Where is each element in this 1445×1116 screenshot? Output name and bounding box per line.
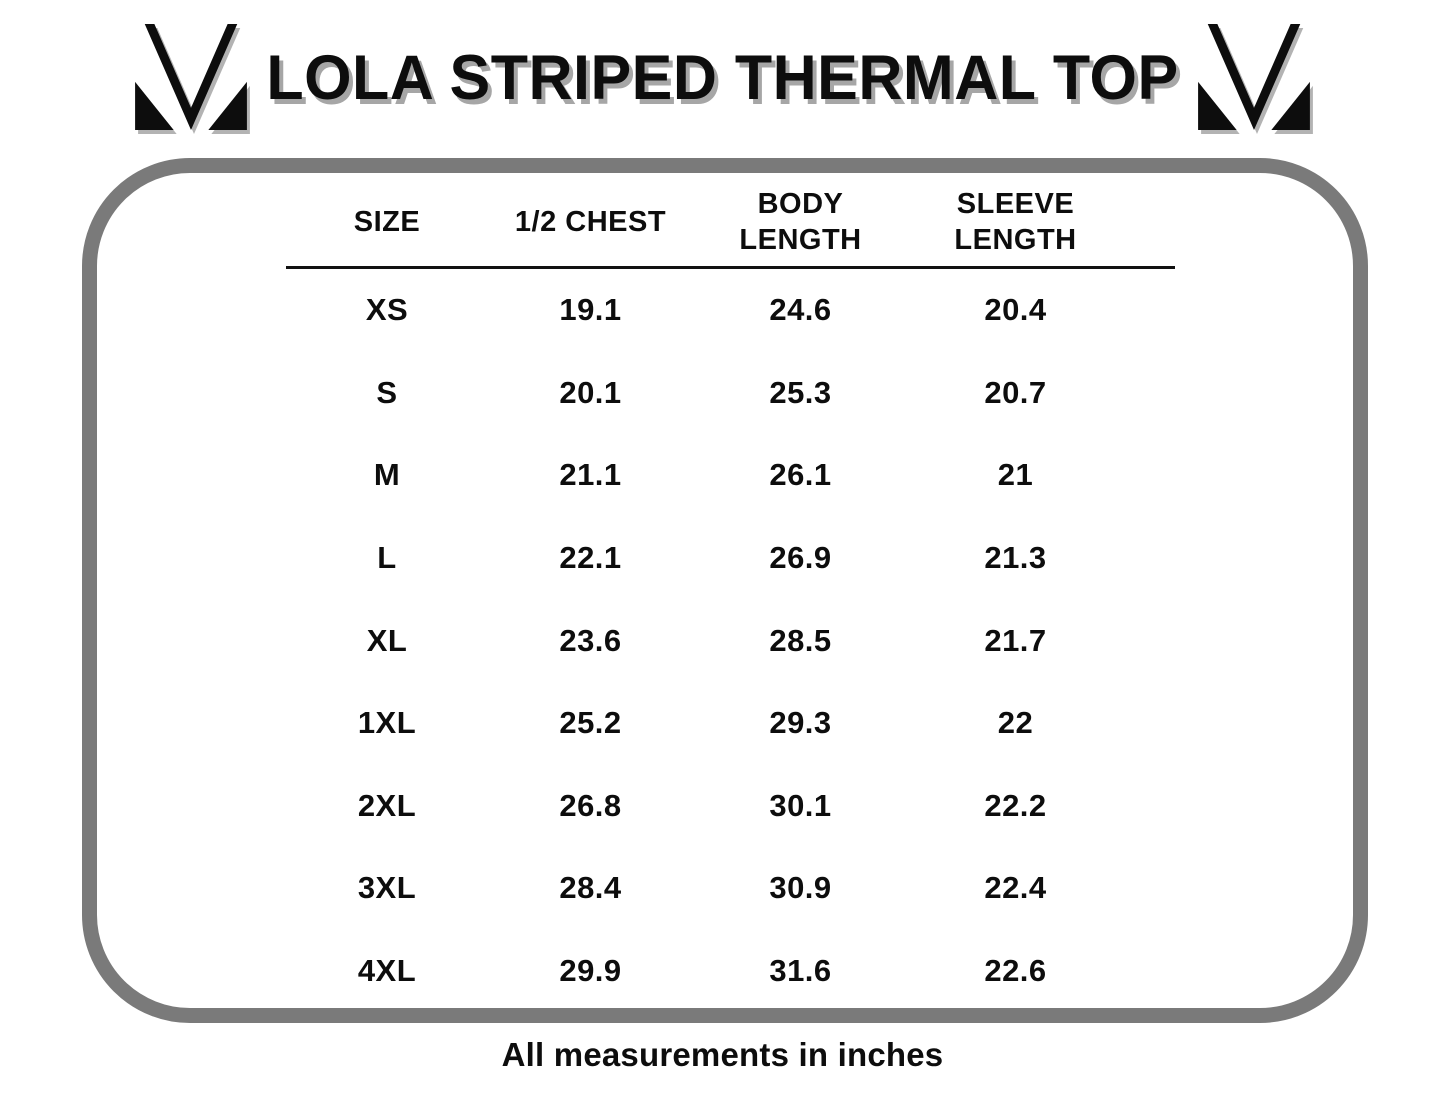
table-row: 4XL 29.9 31.6 22.6 [286,930,1175,1013]
half-chest-cell: 20.1 [559,374,622,410]
size-cell: 3XL [357,870,417,906]
body-length-cell: 28.5 [769,622,832,658]
size-cell: L [377,540,397,576]
half-chest-cell: 22.1 [559,540,622,576]
body-length-cell: 26.9 [769,540,832,576]
sleeve-length-cell: 21 [997,457,1034,493]
measurements-unit-note: All measurements in inches [501,1036,944,1073]
sleeve-length-cell: 22 [997,705,1034,741]
half-chest-cell: 28.4 [559,870,622,906]
half-chest-cell: 21.1 [559,457,622,493]
table-row: S 20.1 25.3 20.7 [286,352,1175,435]
half-chest-cell: 25.2 [559,705,622,741]
table-row: L 22.1 26.9 21.3 [286,517,1175,600]
sleeve-length-cell: 20.7 [984,374,1047,410]
brand-header: LOLA STRIPED THERMAL TOP [0,24,1445,130]
sleeve-length-cell: 22.2 [984,787,1047,823]
table-row: 1XL 25.2 29.3 22 [286,682,1175,765]
size-cell: 4XL [357,953,417,989]
chart-frame-border [82,158,1368,1023]
half-chest-cell: 19.1 [559,292,622,328]
page-title: LOLA STRIPED THERMAL TOP [266,41,1179,113]
table-row: XL 23.6 28.5 21.7 [286,599,1175,682]
size-chart-table: SIZE 1/2 CHEST BODY LENGTH SLEEVE LENGTH… [286,178,1175,1012]
half-chest-cell: 26.8 [559,787,622,823]
size-cell: 1XL [357,705,417,741]
size-cell: XS [365,292,409,328]
body-length-cell: 30.1 [769,787,832,823]
table-row: 3XL 28.4 30.9 22.4 [286,847,1175,930]
body-length-cell: 29.3 [769,705,832,741]
body-length-cell: 25.3 [769,374,832,410]
m-monogram-icon [1197,24,1310,130]
sleeve-length-cell: 21.3 [984,540,1047,576]
sleeve-length-cell: 22.6 [984,953,1047,989]
m-monogram-icon [135,24,248,130]
half-chest-cell: 23.6 [559,622,622,658]
sleeve-length-cell: 21.7 [984,622,1047,658]
size-cell: 2XL [357,787,417,823]
header-divider-line [286,266,1175,269]
table-row: XS 19.1 24.6 20.4 [286,269,1175,352]
body-length-cell: 26.1 [769,457,832,493]
sleeve-length-cell: 22.4 [984,870,1047,906]
body-length-cell: 30.9 [769,870,832,906]
table-row: M 21.1 26.1 21 [286,434,1175,517]
sleeve-length-cell: 20.4 [984,292,1047,328]
table-header-row: SIZE 1/2 CHEST BODY LENGTH SLEEVE LENGTH [286,178,1175,266]
column-header-size: SIZE [353,205,421,238]
column-header-sleeve-length: SLEEVE LENGTH [954,187,1077,256]
body-length-cell: 31.6 [769,953,832,989]
size-cell: XL [366,622,408,658]
table-row: 2XL 26.8 30.1 22.2 [286,765,1175,848]
column-header-half-chest: 1/2 CHEST [514,205,667,238]
half-chest-cell: 29.9 [559,953,622,989]
size-cell: S [376,374,398,410]
column-header-body-length: BODY LENGTH [739,187,862,256]
body-length-cell: 24.6 [769,292,832,328]
size-cell: M [373,457,401,493]
